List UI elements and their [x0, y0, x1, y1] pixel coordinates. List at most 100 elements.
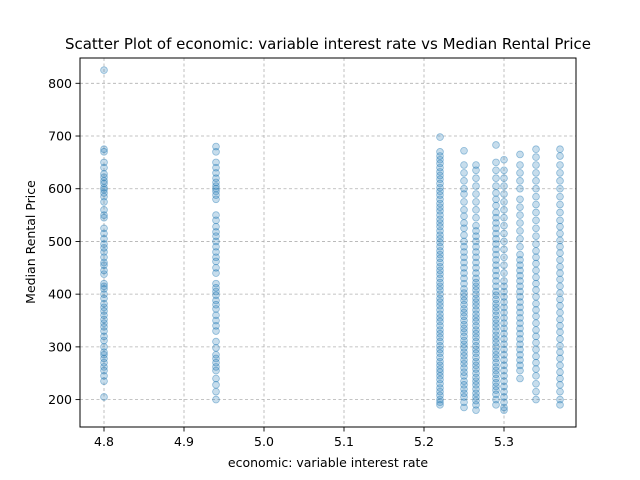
data-point: [492, 378, 500, 387]
x-axis-ticks: 4.8 4.9 5.0 5.1 5.2 5.3: [94, 427, 514, 449]
data-point: [436, 254, 444, 263]
data-point: [500, 166, 508, 175]
data-point: [532, 292, 540, 301]
data-point: [100, 366, 108, 375]
data-point: [100, 258, 108, 267]
data-point: [500, 361, 508, 370]
data-point: [472, 310, 480, 318]
data-point: [436, 342, 444, 350]
data-point: [436, 258, 444, 267]
data-point: [436, 329, 444, 338]
data-point: [532, 169, 540, 177]
data-point: [532, 312, 540, 321]
data-point: [532, 338, 540, 347]
data-point: [492, 366, 500, 375]
data-point: [436, 187, 444, 196]
data-point: [460, 269, 468, 277]
data-point: [500, 372, 508, 380]
data-point: [460, 305, 468, 313]
data-point: [100, 270, 108, 278]
data-point: [436, 191, 444, 199]
data-point: [500, 356, 508, 364]
data-point: [100, 290, 108, 298]
data-point: [532, 216, 540, 225]
data-point: [436, 211, 444, 219]
data-point: [492, 174, 500, 182]
data-point: [460, 340, 468, 349]
data-point: [500, 366, 508, 375]
data-point: [436, 353, 444, 362]
data-point: [212, 237, 220, 246]
data-point: [460, 344, 468, 352]
data-point: [100, 307, 108, 315]
data-point: [100, 350, 108, 359]
data-point: [100, 332, 108, 341]
data-point: [492, 208, 500, 217]
data-point: [436, 238, 444, 247]
data-point: [472, 278, 480, 287]
data-point: [492, 323, 500, 331]
data-point: [100, 327, 108, 335]
data-point: [492, 386, 500, 394]
data-point: [460, 316, 468, 325]
data-point: [472, 286, 480, 294]
data-point: [492, 287, 500, 296]
data-point: [500, 155, 508, 164]
data-point: [460, 398, 468, 407]
data-point: [460, 385, 468, 393]
data-point: [100, 163, 108, 172]
data-point: [500, 298, 508, 306]
data-point: [436, 270, 444, 278]
data-point: [516, 374, 524, 383]
data-point: [472, 298, 480, 306]
data-point: [492, 219, 500, 227]
data-point: [100, 354, 108, 363]
data-point: [100, 177, 108, 185]
data-point: [100, 377, 108, 385]
data-point: [516, 219, 524, 227]
data-point: [556, 354, 564, 363]
data-point: [212, 248, 220, 256]
data-point: [100, 173, 108, 181]
data-point: [436, 375, 444, 384]
data-point: [100, 261, 108, 269]
data-point: [472, 342, 480, 350]
data-point: [460, 264, 468, 272]
data-point: [436, 286, 444, 294]
data-point: [472, 317, 480, 326]
data-point: [460, 381, 468, 389]
data-point: [436, 219, 444, 227]
data-point: [516, 277, 524, 285]
y-tick-label: 300: [48, 339, 72, 354]
data-point: [556, 381, 564, 389]
data-point: [100, 211, 108, 219]
data-point: [472, 258, 480, 267]
data-point: [212, 169, 220, 177]
data-point: [472, 237, 480, 246]
data-point: [436, 294, 444, 303]
data-point: [212, 300, 220, 309]
data-point: [492, 271, 500, 280]
data-point: [436, 365, 444, 373]
x-tick-label: 4.8: [94, 434, 114, 449]
data-point: [460, 324, 468, 333]
data-point: [556, 262, 564, 271]
data-point: [472, 369, 480, 378]
data-point: [532, 273, 540, 282]
data-point: [532, 145, 540, 153]
data-point: [532, 358, 540, 367]
data-point: [556, 387, 564, 396]
data-point: [100, 363, 108, 371]
data-point: [100, 185, 108, 194]
data-point: [500, 229, 508, 238]
data-point: [436, 379, 444, 388]
data-point: [516, 340, 524, 349]
data-point: [492, 363, 500, 371]
data-point: [532, 200, 540, 209]
data-point: [492, 315, 500, 324]
data-point: [472, 227, 480, 235]
data-point: [556, 308, 564, 317]
data-point: [436, 148, 444, 156]
data-point: [212, 158, 220, 167]
data-point: [556, 368, 564, 376]
